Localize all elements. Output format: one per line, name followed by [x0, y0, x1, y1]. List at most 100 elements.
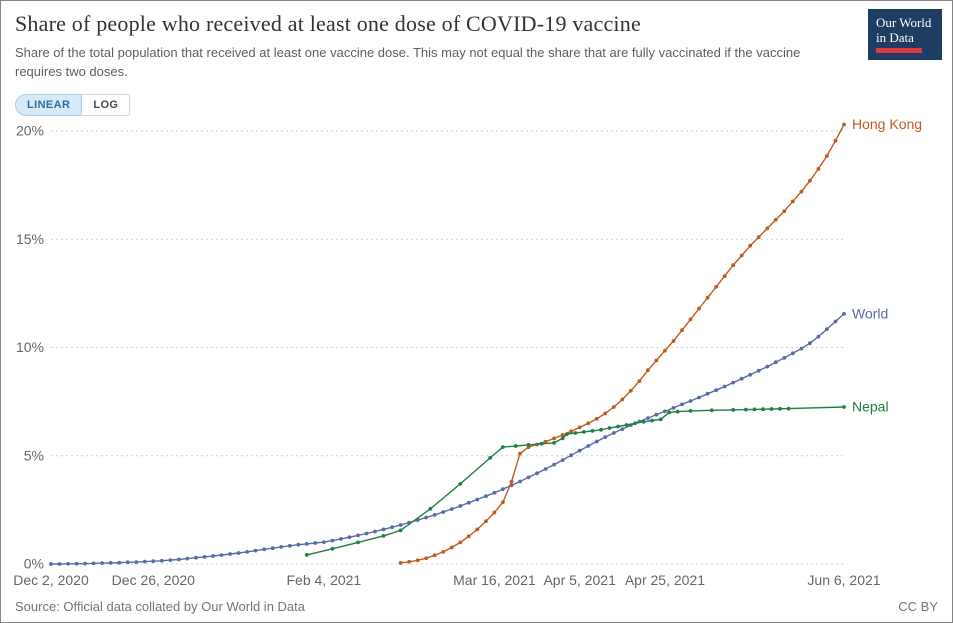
license-link[interactable]: CC BY: [898, 599, 938, 614]
series-point: [633, 421, 637, 426]
series-point: [688, 399, 693, 403]
series-point: [782, 356, 787, 360]
series-point: [552, 462, 556, 467]
series-point: [262, 547, 267, 552]
series-point: [279, 545, 284, 549]
series-point: [739, 253, 744, 258]
series-point: [778, 406, 782, 411]
series-point: [194, 555, 198, 560]
series-world[interactable]: World: [49, 305, 888, 566]
series-point: [177, 557, 181, 562]
series-point: [449, 507, 454, 511]
series-point: [488, 456, 492, 460]
series-point: [769, 407, 774, 411]
linear-scale-button[interactable]: LINEAR: [15, 93, 83, 116]
chart-canvas[interactable]: 0% 5% 10% 15% 20% Dec 2, 2020 Dec 26, 2020 Feb …: [1, 111, 953, 591]
series-point: [466, 534, 471, 539]
series-point: [415, 558, 420, 563]
series-point: [560, 458, 565, 462]
series-point: [739, 376, 744, 381]
series-point: [296, 542, 301, 547]
series-point: [671, 406, 676, 410]
x-tick-label: Dec 2, 2020: [13, 572, 89, 588]
series-label-world[interactable]: World: [852, 305, 888, 321]
series-point: [594, 417, 599, 421]
owid-logo[interactable]: Our World in Data: [868, 9, 942, 60]
series-point: [607, 426, 612, 430]
series-point: [714, 388, 718, 393]
series-point: [722, 384, 727, 389]
series-point: [458, 540, 463, 545]
series-point: [458, 504, 463, 508]
series-label-hong-kong[interactable]: Hong Kong: [852, 116, 922, 132]
series-point: [245, 550, 250, 554]
series-point: [620, 397, 625, 402]
series-point: [492, 510, 497, 515]
series-point: [526, 475, 531, 480]
x-tick-label: Jun 6, 2021: [807, 572, 880, 588]
series-point: [680, 328, 684, 333]
series-point: [49, 562, 53, 566]
series-point: [441, 550, 446, 554]
series-point: [833, 138, 838, 143]
series-point: [356, 533, 360, 538]
owid-logo-line2: in Data: [876, 30, 914, 45]
series-point: [432, 513, 437, 517]
series-point: [398, 561, 403, 565]
series-point: [697, 395, 701, 400]
series-point: [449, 545, 454, 550]
series-point: [624, 423, 629, 427]
series-point: [330, 546, 335, 551]
series-point: [594, 439, 599, 444]
series-point: [825, 327, 829, 331]
series-point: [808, 341, 812, 346]
series-point: [552, 436, 556, 441]
series-point: [577, 448, 582, 453]
series-point: [539, 441, 544, 446]
series-point: [407, 559, 411, 564]
series-point: [667, 410, 672, 415]
series-point: [134, 560, 139, 564]
series-nepal[interactable]: Nepal: [304, 399, 889, 557]
series-point: [424, 515, 429, 520]
series-point: [620, 427, 625, 431]
series-point: [590, 429, 595, 433]
chart-header: Share of people who received at least on…: [1, 1, 952, 82]
series-point: [663, 409, 667, 414]
series-point: [671, 339, 676, 343]
series-point: [842, 122, 846, 127]
series-point: [428, 506, 433, 511]
series-point: [526, 443, 531, 447]
series-point: [646, 416, 650, 420]
series-point: [773, 360, 778, 365]
series-point: [714, 285, 718, 289]
series-point: [466, 500, 471, 505]
series-point: [582, 430, 586, 434]
series-point: [790, 199, 795, 204]
series-point: [441, 510, 446, 514]
series-point: [722, 274, 727, 278]
series-point: [688, 317, 693, 322]
series-point: [518, 479, 522, 484]
series-point: [117, 560, 122, 565]
series-point: [646, 368, 650, 373]
series-point: [253, 548, 258, 553]
series-point: [709, 408, 714, 413]
series-point: [675, 409, 680, 414]
series-point: [569, 429, 573, 434]
series-point: [654, 412, 659, 417]
series-point: [142, 559, 147, 564]
series-point: [518, 451, 522, 456]
series-hong-kong[interactable]: Hong Kong: [398, 116, 922, 565]
log-scale-button[interactable]: LOG: [82, 93, 131, 116]
series-point: [552, 440, 556, 445]
series-point: [748, 243, 753, 248]
series-point: [816, 334, 821, 339]
series-point: [390, 525, 394, 530]
series-label-nepal[interactable]: Nepal: [852, 399, 889, 415]
series-point: [492, 490, 497, 495]
series-point: [705, 391, 710, 396]
x-tick-label: Apr 25, 2021: [625, 572, 705, 588]
series-point: [484, 494, 488, 499]
